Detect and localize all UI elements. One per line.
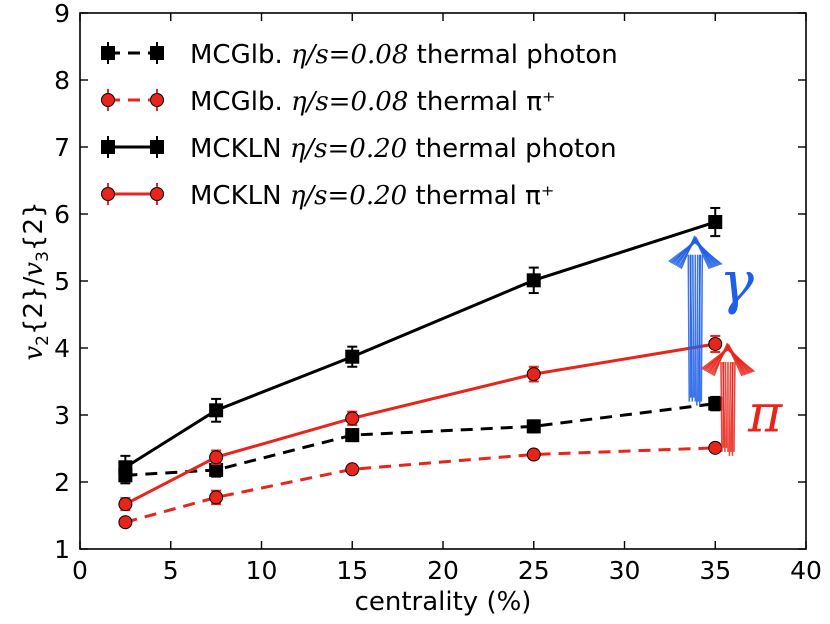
- y-tick-label: 1: [54, 535, 70, 564]
- y-axis-title: v2{2}/v3{2}: [19, 201, 53, 360]
- arrow-stroke: [720, 361, 723, 452]
- x-tick-label: 10: [246, 556, 278, 585]
- data-point: [118, 515, 133, 530]
- legend-label: MCKLN η/s=0.20 thermal photon: [190, 134, 617, 164]
- x-tick-label: 5: [163, 556, 179, 585]
- annotation-layer: γπ: [668, 235, 783, 456]
- data-point: [118, 497, 133, 512]
- x-tick-label: 0: [72, 556, 88, 585]
- x-axis-title: centrality (%): [355, 587, 532, 617]
- legend-label: MCGlb. η/s=0.08 thermal photon: [190, 40, 618, 70]
- data-point: [526, 447, 541, 462]
- data-point: [708, 215, 723, 230]
- data-point: [708, 396, 723, 411]
- y-tick-label: 4: [54, 334, 70, 363]
- y-tick-label: 7: [54, 133, 70, 162]
- data-point: [345, 411, 360, 426]
- legend-marker: [150, 187, 164, 201]
- arrow-stroke: [695, 254, 699, 406]
- arrow-stroke: [700, 254, 704, 402]
- legend-label: MCGlb. η/s=0.08 thermal π⁺: [190, 87, 556, 117]
- legend-marker: [101, 140, 115, 154]
- y-tick-label: 9: [54, 0, 70, 28]
- legend-entry-3: MCKLN η/s=0.20 thermal photon: [101, 134, 617, 164]
- arrow-stroke: [687, 254, 691, 402]
- arrow-head-stroke: [668, 241, 723, 265]
- x-tick-label: 35: [699, 556, 731, 585]
- data-point: [209, 403, 224, 418]
- data-point: [708, 440, 723, 455]
- data-point: [209, 490, 224, 505]
- arrow-stroke: [724, 361, 728, 448]
- x-tick-label: 30: [609, 556, 641, 585]
- series-3: [118, 206, 723, 480]
- legend-entry-4: MCKLN η/s=0.20 thermal π⁺: [101, 181, 555, 211]
- data-point: [345, 349, 360, 364]
- legend-marker: [150, 46, 164, 60]
- y-tick-label: 6: [54, 200, 70, 229]
- plot-frame: [79, 12, 807, 550]
- data-point: [209, 462, 224, 477]
- x-tick-label: 15: [336, 556, 368, 585]
- data-point: [526, 273, 541, 288]
- data-point: [209, 450, 224, 465]
- y-tick-label: 2: [54, 468, 70, 497]
- arrow-stroke: [728, 361, 732, 456]
- series-4: [118, 334, 723, 512]
- data-point: [345, 462, 360, 477]
- y-tick-label: 3: [54, 401, 70, 430]
- data-point: [345, 428, 360, 443]
- arrow-head-stroke: [700, 348, 755, 373]
- annotation-arrow-1: [668, 235, 723, 406]
- series-line: [124, 446, 716, 524]
- annotation-arrow-2: [700, 342, 755, 456]
- series-2: [118, 440, 723, 530]
- data-point: [526, 367, 541, 382]
- y-tick-label: 5: [54, 267, 70, 296]
- legend-marker: [101, 93, 115, 107]
- x-tick-label: 25: [518, 556, 550, 585]
- data-point: [708, 336, 723, 351]
- data-point: [118, 460, 133, 475]
- x-tick-label: 40: [790, 556, 822, 585]
- legend-marker: [101, 46, 115, 60]
- series-layer: [118, 206, 723, 530]
- legend-marker: [101, 187, 115, 201]
- arrow-stroke: [733, 361, 736, 452]
- y-tick-label: 8: [54, 66, 70, 95]
- gamma-label: γ: [719, 248, 754, 316]
- legend: MCGlb. η/s=0.08 thermal photon MCGlb. η/s…: [101, 40, 618, 211]
- legend-marker: [150, 93, 164, 107]
- arrow-stroke: [691, 254, 695, 398]
- pi-label: π: [747, 385, 783, 445]
- x-tick-label: 20: [427, 556, 459, 585]
- legend-marker: [150, 140, 164, 154]
- axis-ticks: 0 5 10 15 20 25 30 35 40 1 2 3 4 5 6 7 8 9: [54, 0, 822, 585]
- arrow-stroke: [722, 361, 726, 452]
- arrow-stroke: [689, 254, 694, 402]
- legend-label: MCKLN η/s=0.20 thermal π⁺: [190, 181, 555, 211]
- legend-entry-2: MCGlb. η/s=0.08 thermal π⁺: [101, 87, 556, 117]
- data-point: [526, 419, 541, 434]
- legend-entry-1: MCGlb. η/s=0.08 thermal photon: [101, 40, 618, 70]
